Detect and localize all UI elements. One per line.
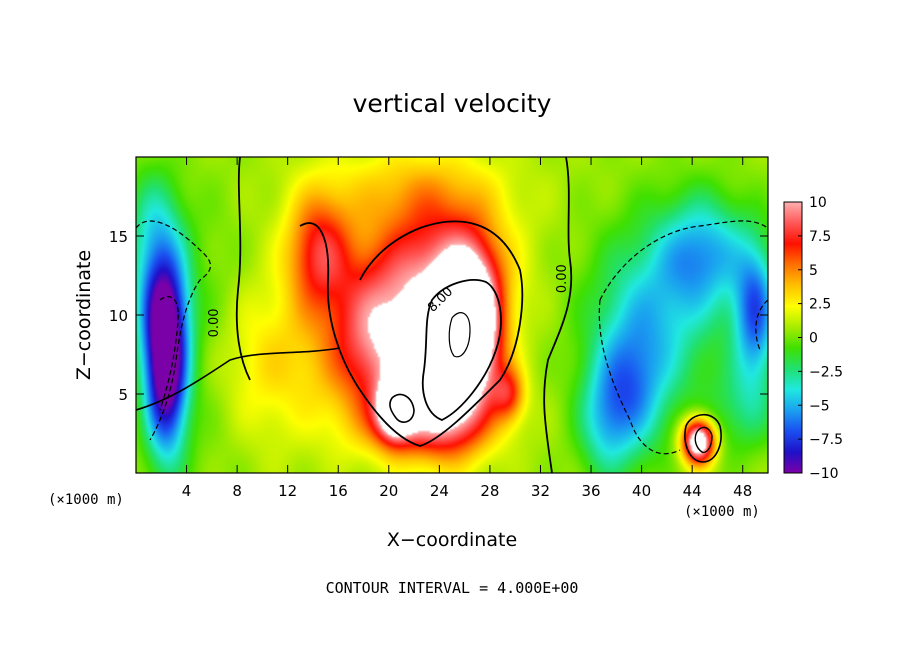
heatmap-field: 0.008.000.00	[136, 157, 768, 473]
colorbar-tick-label: 7.5	[809, 229, 831, 245]
contour-cell-outer	[684, 413, 722, 463]
heatmap-image	[136, 157, 768, 473]
contour-interval-note: CONTOUR INTERVAL = 4.000E+00	[326, 579, 579, 597]
x-tick-label: 40	[632, 482, 651, 500]
y-axis: 5 10 15	[109, 228, 768, 404]
colorbar-tick-label: −7.5	[809, 432, 843, 448]
contour-neg-right-inner	[755, 299, 768, 351]
colorbar-tick-label: 2.5	[809, 297, 831, 313]
contour-neg-left-inner	[159, 296, 179, 411]
colorbar: 10 7.5 5 2.5 0 −2.5 −5 −7.5 −10	[783, 195, 843, 482]
colorbar-ticks: 10 7.5 5 2.5 0 −2.5 −5 −7.5 −10	[798, 195, 843, 482]
y-tick-label: 15	[109, 228, 128, 246]
colorbar-tick-label: −2.5	[809, 364, 843, 380]
contour-neg-right	[598, 220, 768, 455]
contour-label: 0.00	[207, 308, 222, 337]
colorbar-ramp	[784, 202, 802, 473]
contour-eight	[421, 279, 502, 421]
colorbar-tick-label: 10	[809, 195, 827, 211]
x-unit-right: (×1000 m)	[684, 504, 760, 520]
colorbar-tick-label: −5	[809, 398, 830, 414]
x-tick-label: 4	[182, 482, 192, 500]
x-axis-label: X−coordinate	[387, 529, 517, 551]
contour-zero-right	[543, 157, 573, 473]
colorbar-tick-label: −10	[809, 466, 839, 482]
x-tick-label: 32	[531, 482, 550, 500]
contour-lines	[136, 157, 768, 473]
x-tick-label: 28	[480, 482, 499, 500]
x-unit-left: (×1000 m)	[48, 492, 124, 508]
contour-small-left	[389, 393, 415, 423]
x-tick-label: 16	[329, 482, 348, 500]
colorbar-tick-label: 0	[809, 331, 818, 347]
contour-four-upper	[299, 220, 524, 447]
contour-twelve	[448, 312, 471, 358]
chart-title: vertical velocity	[353, 89, 552, 118]
y-tick-label: 5	[118, 386, 128, 404]
y-tick-label: 10	[109, 307, 128, 325]
x-tick-label: 8	[232, 482, 242, 500]
contour-neg-left	[136, 220, 212, 441]
x-tick-label: 44	[683, 482, 702, 500]
x-tick-label: 24	[430, 482, 449, 500]
y-axis-label: Z−coordinate	[73, 250, 95, 380]
x-tick-label: 36	[581, 482, 600, 500]
x-axis: 4 8 12 16 20 24 28 32 36 40 44 48	[182, 157, 752, 500]
contour-zero-left-lower	[136, 347, 341, 411]
contour-label: 0.00	[555, 264, 570, 293]
colorbar-tick-label: 5	[809, 263, 818, 279]
x-tick-label: 12	[278, 482, 297, 500]
x-tick-label: 48	[733, 482, 752, 500]
contour-cell-inner	[694, 426, 713, 454]
x-tick-label: 20	[379, 482, 398, 500]
